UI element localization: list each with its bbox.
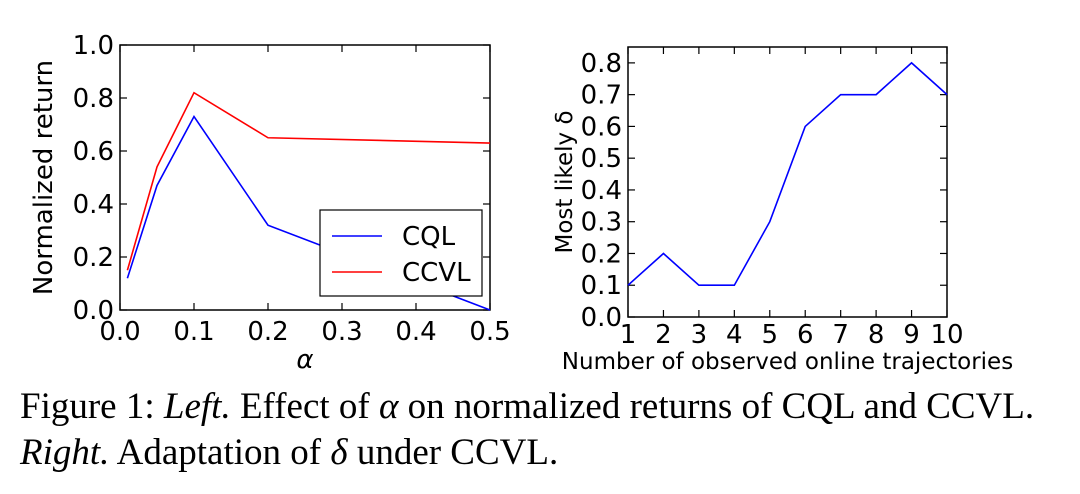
x-tick-label: 8	[868, 320, 885, 350]
y-tick-label: 0.6	[581, 112, 622, 142]
x-tick-label: 4	[726, 320, 743, 350]
left-legend: CQL CCVL	[319, 209, 483, 297]
caption-delta: δ	[330, 432, 348, 473]
x-tick-label: 3	[691, 320, 708, 350]
y-tick-label: 0.4	[581, 176, 622, 206]
caption-middle2: on normalized returns of CQL and CCVL.	[398, 386, 1035, 427]
x-tick-label: 6	[797, 320, 814, 350]
caption-prefix: Figure 1:	[20, 386, 164, 427]
left-x-axis-label: α	[296, 345, 313, 375]
left-ticks: 0.0 0.1 0.2 0.3 0.4 0.5 0.0 0.2 0.4 0.6 0.8 1.0	[73, 31, 511, 347]
x-tick-label: 0.2	[247, 317, 288, 347]
caption-right: Right.	[20, 432, 110, 473]
left-y-axis-label: Normalized return	[29, 60, 59, 295]
legend-label-cql: CQL	[402, 222, 456, 252]
y-tick-label: 0.3	[581, 208, 622, 238]
x-tick-label: 7	[832, 320, 849, 350]
x-tick-label: 0.3	[321, 317, 362, 347]
x-tick-label: 1	[620, 320, 637, 350]
x-tick-label: 0.0	[99, 317, 140, 347]
left-chart: 0.0 0.1 0.2 0.3 0.4 0.5 0.0 0.2 0.4 0.6 0.8 1.0 α N…	[29, 31, 511, 375]
y-tick-label: 0.8	[73, 84, 114, 114]
legend-box	[319, 209, 483, 297]
right-chart: 1 2 3 4 5 6 7 8 9 10 0.00.10.20.30.40.50.60.70.8 N…	[552, 46, 1013, 375]
x-tick-label: 0.1	[173, 317, 214, 347]
right-y-axis-label: Most likely δ	[552, 110, 578, 253]
y-tick-label: 0.6	[73, 137, 114, 167]
caption-alpha: α	[378, 386, 399, 427]
x-tick-label: 2	[655, 320, 672, 350]
y-tick-label: 0.2	[73, 243, 114, 273]
y-tick-label: 0.7	[581, 81, 622, 111]
right-x-axis-label: Number of observed online trajectories	[562, 349, 1013, 375]
x-tick-label: 9	[903, 320, 920, 350]
right-series	[627, 61, 948, 287]
x-tick-label: 0.4	[395, 317, 436, 347]
series-line-most-likely-	[627, 61, 948, 287]
y-tick-label: 1.0	[73, 31, 114, 61]
y-tick-label: 0.5	[581, 144, 622, 174]
figure-caption: Figure 1: Left. Effect of α on normalize…	[20, 384, 1070, 476]
caption-middle1: Effect of	[230, 386, 379, 427]
y-tick-label: 0.1	[581, 271, 622, 301]
x-tick-label: 5	[762, 320, 779, 350]
y-tick-label: 0.8	[581, 49, 622, 79]
caption-middle3: Adaptation of	[109, 432, 331, 473]
right-ticks: 1 2 3 4 5 6 7 8 9 10 0.00.10.20.30.40.50.60.70.8	[581, 47, 964, 350]
y-tick-label: 0.0	[73, 296, 114, 326]
legend-label-ccvl: CCVL	[402, 258, 471, 288]
y-tick-label: 0.4	[73, 190, 114, 220]
right-plot-frame	[627, 46, 948, 318]
y-tick-label: 0.0	[581, 303, 622, 333]
x-tick-label: 0.5	[469, 317, 510, 347]
caption-suffix: under CCVL.	[347, 432, 559, 473]
y-tick-label: 0.2	[581, 239, 622, 269]
caption-left: Left.	[163, 386, 231, 427]
x-tick-label: 10	[930, 320, 963, 350]
left-plot-frame	[119, 44, 491, 311]
